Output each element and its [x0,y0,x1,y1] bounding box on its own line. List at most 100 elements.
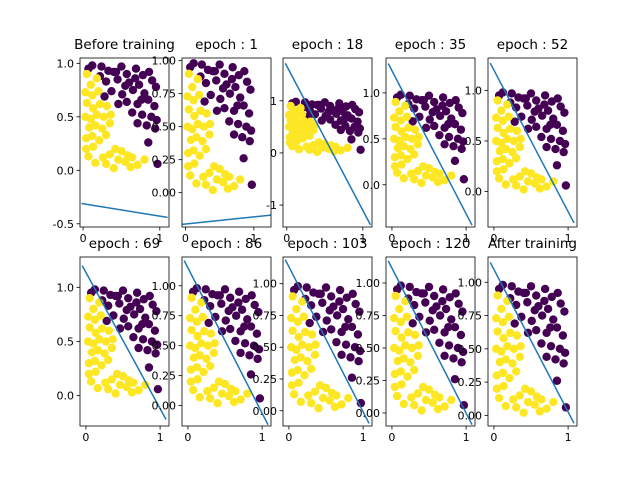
scatter-point [292,345,301,354]
scatter-point [235,175,245,184]
scatter-point [407,393,416,402]
scatter-point [294,332,303,342]
scatter-point [89,304,98,314]
subplot-1: 0 1 -0.5 0.0 0.5 1.0 Before training [53,37,175,245]
x-tick-label: 0 [184,431,191,444]
scatter-point [435,130,444,140]
scatter-point [321,383,331,393]
axes-frame [282,57,373,228]
scatter-point [289,390,299,399]
scatter-point [499,128,508,138]
scatter-point [201,285,210,294]
scatter-point [504,112,513,121]
scatter-point [444,132,454,142]
x-tick-label: 0 [490,431,497,444]
scatter-point [527,316,536,326]
scatter-point [203,387,212,396]
scatter-point [558,126,568,136]
scatter-point [183,92,192,101]
scatter-point [401,132,410,142]
scatter-point [100,92,109,101]
scatter-point [546,120,555,129]
scatter-point [150,326,160,335]
scatter-point [148,300,157,309]
y-tick-label: -1 [266,199,277,212]
scatter-point [515,142,525,152]
scatter-point [501,180,510,189]
y-tick-label: 0.00 [253,405,278,418]
scatter-point [450,119,460,129]
scatter-point [245,351,254,360]
scatter-point [103,384,113,394]
scatter-point [128,85,138,95]
scatter-point [198,136,207,146]
scatter-point [560,139,570,149]
scatter-point [337,400,346,409]
scatter-point [410,125,420,134]
scatter-point [190,111,199,121]
scatter-point [505,373,514,383]
subplot-title: epoch : 35 [395,37,466,53]
scatter-point [208,185,218,195]
scatter-point [114,99,123,109]
scatter-point [245,136,254,146]
x-tick-label: 1 [360,431,367,444]
scatter-point [127,108,137,117]
scatter-point [556,102,565,111]
scatter-point [421,102,430,111]
scatter-point [405,282,414,292]
scatter-point [209,348,219,358]
scatter-point [97,361,106,370]
scatter-point [124,322,133,331]
scatter-point [93,345,103,355]
axes-frame [385,256,476,427]
scatter-point [561,181,571,190]
plot-area [183,260,269,426]
scatter-point [91,328,100,338]
scatter-point [430,291,439,301]
scatter-point [341,322,350,332]
scatter-point [201,78,211,88]
scatter-point [537,132,546,142]
scatter-point [92,110,102,119]
scatter-point [530,306,539,315]
scatter-point [86,377,96,386]
scatter-point [519,408,528,417]
scatter-point [141,380,150,390]
subplot-title: After training [488,236,577,252]
scatter-point [302,283,311,292]
scatter-point [101,130,111,140]
x-tick-label: 1 [565,232,572,245]
scatter-point [395,107,404,116]
scatter-point [119,314,128,323]
scatter-point [543,106,553,115]
scatter-point [197,339,206,348]
scatter-point [325,306,334,315]
scatter-point [151,82,161,92]
decision-boundary-line [182,214,271,226]
subplot-title: epoch : 18 [292,37,363,53]
scatter-point [95,335,104,344]
scatter-point [118,90,127,99]
scatter-point [449,141,458,151]
scatter-point [501,355,510,364]
scatter-point [456,125,466,134]
scatter-point [288,292,297,301]
scatter-point [403,154,412,164]
scatter-point [315,100,324,110]
scatter-point [192,363,202,372]
scatter-point [153,384,163,394]
y-tick-label: 0.5 [57,336,75,349]
y-tick-label: 1.00 [152,280,177,293]
scatter-point [126,162,135,172]
decision-boundary-line [387,63,473,226]
scatter-point [493,327,502,336]
scatter-point [425,316,434,325]
scatter-point [96,311,105,320]
scatter-point [122,97,131,107]
scatter-point [195,151,204,160]
scatter-point [493,96,502,105]
scatter-point [440,140,449,149]
scatter-point [558,331,568,340]
